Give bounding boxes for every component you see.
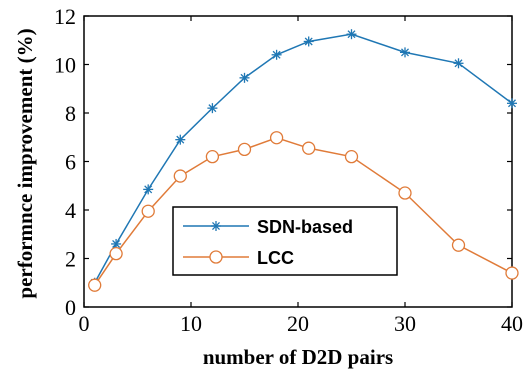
series-line	[94, 33, 513, 284]
data-point	[209, 250, 223, 264]
series-layer	[88, 29, 519, 292]
data-point	[141, 204, 155, 218]
data-point	[207, 103, 218, 114]
legend-label: LCC	[257, 248, 294, 268]
y-axis-label: performnce improvement (%)	[13, 28, 37, 298]
y-tick-label: 12	[54, 4, 76, 29]
series-line	[94, 136, 513, 286]
data-point	[507, 98, 517, 109]
y-tick-label: 10	[54, 53, 76, 78]
data-point	[302, 141, 316, 155]
data-point	[269, 131, 284, 145]
legend-item: SDN-based	[183, 217, 353, 237]
data-point	[344, 149, 359, 164]
x-tick-label: 40	[501, 311, 523, 336]
data-point	[303, 36, 314, 47]
data-point	[398, 186, 412, 200]
data-point	[88, 278, 102, 292]
y-tick-label: 8	[65, 101, 76, 126]
axis-ticks: 0 10 20 30 40 0 2 4 6 8 10 12	[54, 4, 523, 336]
data-point	[211, 221, 221, 231]
legend-box	[172, 206, 398, 276]
data-point	[400, 47, 410, 58]
y-tick-label: 6	[65, 150, 76, 175]
data-point	[237, 142, 252, 157]
data-point	[175, 134, 186, 145]
data-point	[451, 238, 466, 252]
series-sdn-based	[89, 29, 517, 288]
x-axis-label: number of D2D pairs	[203, 345, 393, 369]
x-tick-label: 0	[79, 311, 90, 336]
y-tick-label: 0	[65, 295, 76, 320]
data-point	[173, 169, 187, 183]
y-tick-label: 2	[65, 247, 76, 272]
data-point	[239, 72, 250, 83]
data-point	[505, 266, 519, 280]
legend: SDN-based LCC	[172, 206, 398, 276]
x-tick-label: 20	[287, 311, 309, 336]
data-point	[453, 58, 464, 69]
data-point	[346, 29, 357, 40]
legend-item: LCC	[183, 248, 294, 268]
series-lcc	[88, 131, 519, 292]
x-tick-label: 10	[180, 311, 202, 336]
data-point	[205, 149, 220, 164]
data-point	[109, 246, 123, 261]
legend-label: SDN-based	[257, 217, 353, 237]
data-point	[271, 49, 282, 60]
x-tick-label: 30	[394, 311, 416, 336]
y-tick-label: 4	[65, 198, 76, 223]
data-point	[143, 184, 154, 195]
